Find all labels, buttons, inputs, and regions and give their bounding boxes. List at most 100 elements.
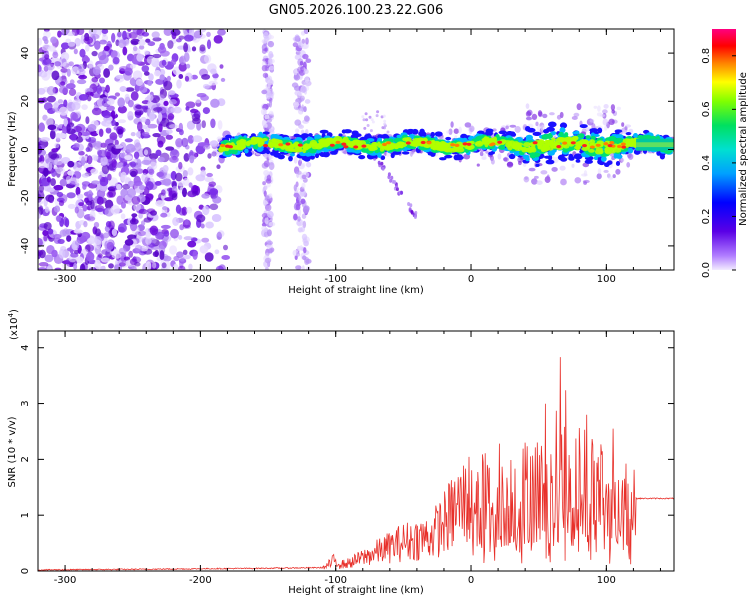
- spectrogram-point: [163, 29, 173, 37]
- spectrogram-point: [156, 171, 164, 178]
- snr-data: [38, 357, 674, 571]
- spectrogram-point: [179, 224, 185, 231]
- spectrogram-point: [148, 153, 159, 160]
- spectrogram-point: [43, 102, 53, 111]
- spectrogram-point: [625, 131, 632, 136]
- spectrogram-point: [371, 120, 375, 124]
- spectrogram-point: [81, 56, 90, 64]
- spectrogram-point: [38, 267, 47, 270]
- spectrogram-point: [285, 142, 291, 146]
- spectrogram-point: [145, 261, 152, 270]
- spectrogram-point: [78, 94, 89, 101]
- spectrogram-point: [214, 249, 220, 255]
- spectrogram-point: [614, 129, 623, 133]
- spectrogram-point: [289, 152, 295, 157]
- spectrogram-point: [135, 78, 144, 87]
- spectrogram-point: [506, 161, 514, 168]
- snr-series-line: [38, 357, 674, 571]
- spectrogram-point: [628, 153, 634, 160]
- spectrogram-point: [76, 136, 84, 143]
- spectrogram-point: [155, 232, 165, 240]
- spectrogram-point: [79, 48, 86, 58]
- spectrogram-point: [216, 136, 223, 141]
- snr-ytick-label: 4: [20, 345, 31, 351]
- spectrogram-point: [52, 51, 59, 59]
- spectrogram-point: [296, 170, 302, 175]
- spectrogram-point: [615, 161, 621, 166]
- spectrogram-point: [51, 70, 60, 81]
- spectrogram-point: [386, 141, 392, 145]
- spectrogram-point: [410, 209, 414, 214]
- spectrogram-point: [407, 202, 411, 206]
- spectrogram-point: [376, 110, 380, 114]
- spectrogram-point: [65, 175, 72, 185]
- spectrogram-point: [579, 124, 588, 129]
- spectrogram-point: [52, 106, 60, 112]
- spectrogram-point: [405, 141, 411, 145]
- spectrogram-point: [165, 173, 172, 179]
- spectrogram-point: [265, 150, 271, 155]
- colorbar: 0.0 0.2 0.4 0.6 0.8 Normalized spectral ampl…: [701, 29, 749, 278]
- spectrogram-point: [300, 95, 305, 101]
- spectrogram-point: [264, 204, 272, 212]
- spectrogram-point: [621, 130, 627, 135]
- spec-ytick-label: 0: [20, 146, 31, 152]
- spectrogram-point: [263, 144, 268, 148]
- spectrogram-point: [220, 143, 226, 148]
- spectrogram-point: [210, 98, 220, 108]
- spectrogram-point: [525, 134, 533, 141]
- spectrogram-point: [596, 137, 604, 141]
- spectrogram-point: [216, 231, 222, 241]
- spectrogram-point: [293, 141, 300, 148]
- spectrogram-point: [420, 130, 426, 137]
- spectrogram-point: [145, 236, 152, 245]
- spectrogram-point: [481, 139, 487, 145]
- spectrogram-point: [117, 31, 122, 38]
- spectrogram-point: [297, 91, 303, 97]
- spectrogram-point: [300, 226, 305, 233]
- spectrogram-point: [216, 164, 221, 169]
- spectrogram-point: [208, 80, 218, 86]
- spectrogram-point: [202, 107, 211, 115]
- spectrogram-point: [202, 205, 210, 216]
- spectrogram-point: [131, 196, 141, 205]
- spectrogram-point: [335, 140, 341, 144]
- spectrogram-point: [163, 100, 169, 107]
- spectrogram-point: [151, 31, 160, 39]
- spectrogram-point: [127, 99, 134, 108]
- spectrogram-point: [380, 161, 384, 166]
- spectrogram-point: [181, 187, 188, 198]
- spectrogram-point: [217, 120, 223, 130]
- spectrogram-point: [89, 91, 94, 97]
- spectrogram-point: [51, 249, 58, 258]
- spectrogram-point: [217, 29, 226, 36]
- spectrogram-point: [614, 153, 620, 159]
- spectrogram-point: [430, 131, 435, 138]
- spectrogram-point: [117, 119, 127, 124]
- spectrogram-point: [343, 145, 349, 149]
- spectrogram-point: [111, 228, 118, 237]
- spectrogram-point: [157, 156, 165, 163]
- spectrogram-point: [163, 230, 170, 237]
- spectrogram-point: [413, 215, 417, 219]
- spectrogram-point: [151, 262, 157, 269]
- spectrogram-point: [578, 133, 585, 139]
- spectrogram-point: [117, 128, 123, 135]
- spectrogram-point: [178, 62, 188, 72]
- spectrogram-point: [610, 104, 616, 111]
- spectrogram-point: [381, 135, 390, 139]
- spectrogram-point: [305, 258, 312, 264]
- spectrogram-point: [303, 29, 309, 35]
- spectrogram-point: [130, 40, 138, 46]
- spectrogram-point: [535, 163, 540, 167]
- spectrogram-point: [192, 135, 203, 143]
- spectrogram-point: [268, 110, 274, 116]
- spectrogram-point: [572, 135, 579, 141]
- spectrogram-point: [266, 229, 272, 237]
- spectrogram-point: [155, 149, 162, 157]
- spectrogram-point: [466, 142, 472, 146]
- spectrogram-point: [46, 63, 55, 71]
- spectrogram-point: [93, 155, 99, 162]
- spectrogram-point: [549, 140, 555, 144]
- spectrogram-point: [175, 172, 183, 182]
